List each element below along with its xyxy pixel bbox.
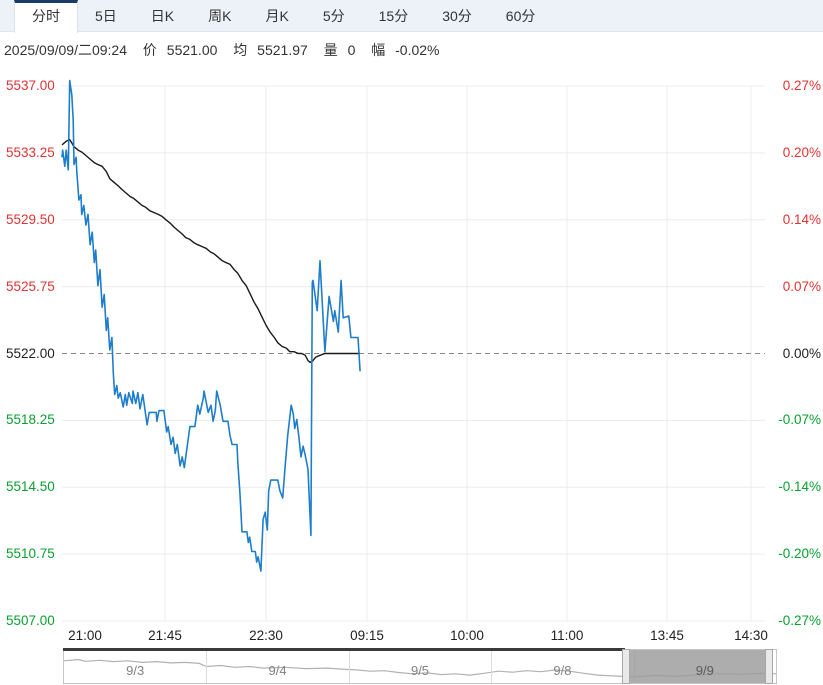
- navigator-section-divider: [491, 650, 493, 683]
- navigator-right-handle[interactable]: [764, 649, 773, 684]
- y-tick-left: 5533.25: [6, 144, 55, 160]
- navigator-section-divider: [206, 650, 208, 683]
- x-tick-label: 22:30: [249, 628, 283, 643]
- y-tick-right: -0.20%: [778, 546, 821, 562]
- y-tick-right: 0.00%: [782, 345, 821, 361]
- y-tick-left: 5518.25: [6, 412, 55, 428]
- y-tick-left: 5514.50: [6, 479, 55, 495]
- x-tick-label: 14:30: [734, 628, 768, 643]
- change-label: 幅: [371, 42, 386, 58]
- tab-minute[interactable]: 分时: [14, 0, 78, 33]
- sparkline-path: [64, 658, 776, 678]
- avg-label: 均: [233, 42, 248, 58]
- x-tick-label: 11:00: [550, 628, 584, 643]
- tab-30min[interactable]: 30分: [442, 8, 472, 24]
- navigator-section-divider: [348, 650, 350, 683]
- y-tick-left: 5510.75: [6, 546, 55, 562]
- y-tick-right: 0.27%: [782, 78, 821, 93]
- tab-month-k[interactable]: 月K: [265, 8, 289, 24]
- x-tick-label: 09:15: [350, 628, 384, 643]
- period-tabbar: 分时 5日 日K 周K 月K 5分 15分 30分 60分: [0, 0, 823, 33]
- y-tick-right: 0.07%: [782, 278, 821, 294]
- tab-60min[interactable]: 60分: [505, 8, 536, 24]
- volume-value: 0: [347, 42, 356, 58]
- quote-datetime: 2025/09/09/二09:24: [4, 42, 127, 58]
- x-tick-label: 21:00: [68, 628, 102, 643]
- y-tick-left: 5522.00: [6, 345, 55, 361]
- y-tick-right: -0.07%: [778, 412, 821, 428]
- tab-5min[interactable]: 5分: [322, 8, 345, 24]
- tab-day-k[interactable]: 日K: [150, 8, 175, 24]
- y-tick-left: 5537.00: [6, 78, 55, 93]
- x-tick-label: 21:45: [148, 628, 182, 643]
- x-tick-label: 10:00: [450, 628, 484, 643]
- price-line: [61, 79, 361, 572]
- navigator-selected-range[interactable]: [626, 650, 769, 683]
- navigator-date-label: 9/3: [126, 663, 145, 678]
- tab-week-k[interactable]: 周K: [208, 8, 232, 24]
- range-navigator[interactable]: 9/39/49/59/89/99/9: [63, 648, 777, 684]
- quote-info-bar: 2025/09/09/二09:24 价 5521.00 均 5521.97 量 …: [4, 40, 452, 60]
- y-tick-left: 5507.00: [6, 613, 55, 628]
- tab-5day[interactable]: 5日: [95, 8, 117, 24]
- navigator-date-label: 9/4: [268, 663, 287, 678]
- navigator-date-label: 9/8: [553, 663, 572, 678]
- x-tick-label: 13:45: [650, 628, 684, 643]
- y-tick-left: 5529.50: [6, 211, 55, 227]
- tab-15min[interactable]: 15分: [378, 8, 409, 24]
- navigator-unselected-top-bar: [63, 648, 626, 651]
- y-tick-right: -0.27%: [778, 613, 821, 628]
- change-value: -0.02%: [395, 42, 440, 58]
- avg-value: 5521.97: [257, 42, 308, 58]
- volume-label: 量: [323, 42, 338, 58]
- price-value: 5521.00: [166, 42, 218, 58]
- navigator-left-handle[interactable]: [622, 649, 631, 684]
- navigator-date-selected-overlay: 9/9: [695, 663, 714, 678]
- y-tick-right: 0.14%: [782, 211, 821, 227]
- average-line: [61, 138, 361, 364]
- y-tick-right: -0.14%: [778, 479, 821, 495]
- y-tick-right: 0.20%: [782, 144, 821, 160]
- navigator-date-label: 9/5: [410, 663, 430, 678]
- price-label: 价: [142, 42, 157, 58]
- navigator-sparkline: [64, 658, 776, 678]
- y-tick-left: 5525.75: [6, 278, 55, 294]
